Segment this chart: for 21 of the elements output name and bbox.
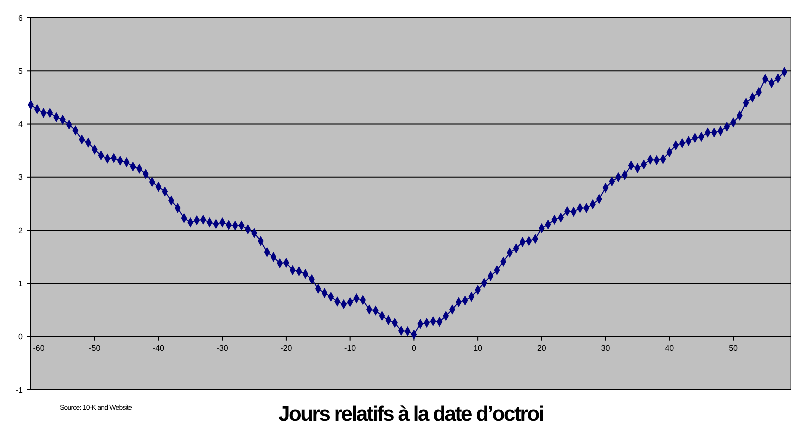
x-tick-label: 20 [537, 344, 547, 353]
y-tick-label: 2 [18, 226, 24, 236]
x-tick-label: 30 [601, 344, 611, 353]
y-tick-label: -1 [16, 386, 24, 395]
x-tick-label: 40 [665, 344, 675, 353]
x-tick-label: -20 [280, 344, 293, 353]
x-tick-label: -10 [344, 344, 357, 353]
x-tick-label: -40 [152, 344, 166, 353]
x-tick-label: -30 [216, 344, 229, 353]
y-tick-label: 0 [18, 332, 24, 342]
x-tick-label: -60 [33, 344, 46, 353]
x-tick-label: 50 [729, 344, 739, 353]
y-tick-label: 5 [18, 66, 24, 76]
x-tick-label: -50 [89, 344, 102, 353]
y-tick-label: 4 [18, 120, 24, 130]
x-tick-label: 0 [412, 344, 417, 353]
y-tick-label: 6 [18, 14, 24, 23]
y-tick-label: 1 [18, 280, 24, 289]
x-axis-title: Jours relatifs à la date d’octroi [278, 403, 544, 426]
x-tick-label: 10 [474, 344, 484, 353]
y-tick-label: 3 [18, 173, 24, 182]
